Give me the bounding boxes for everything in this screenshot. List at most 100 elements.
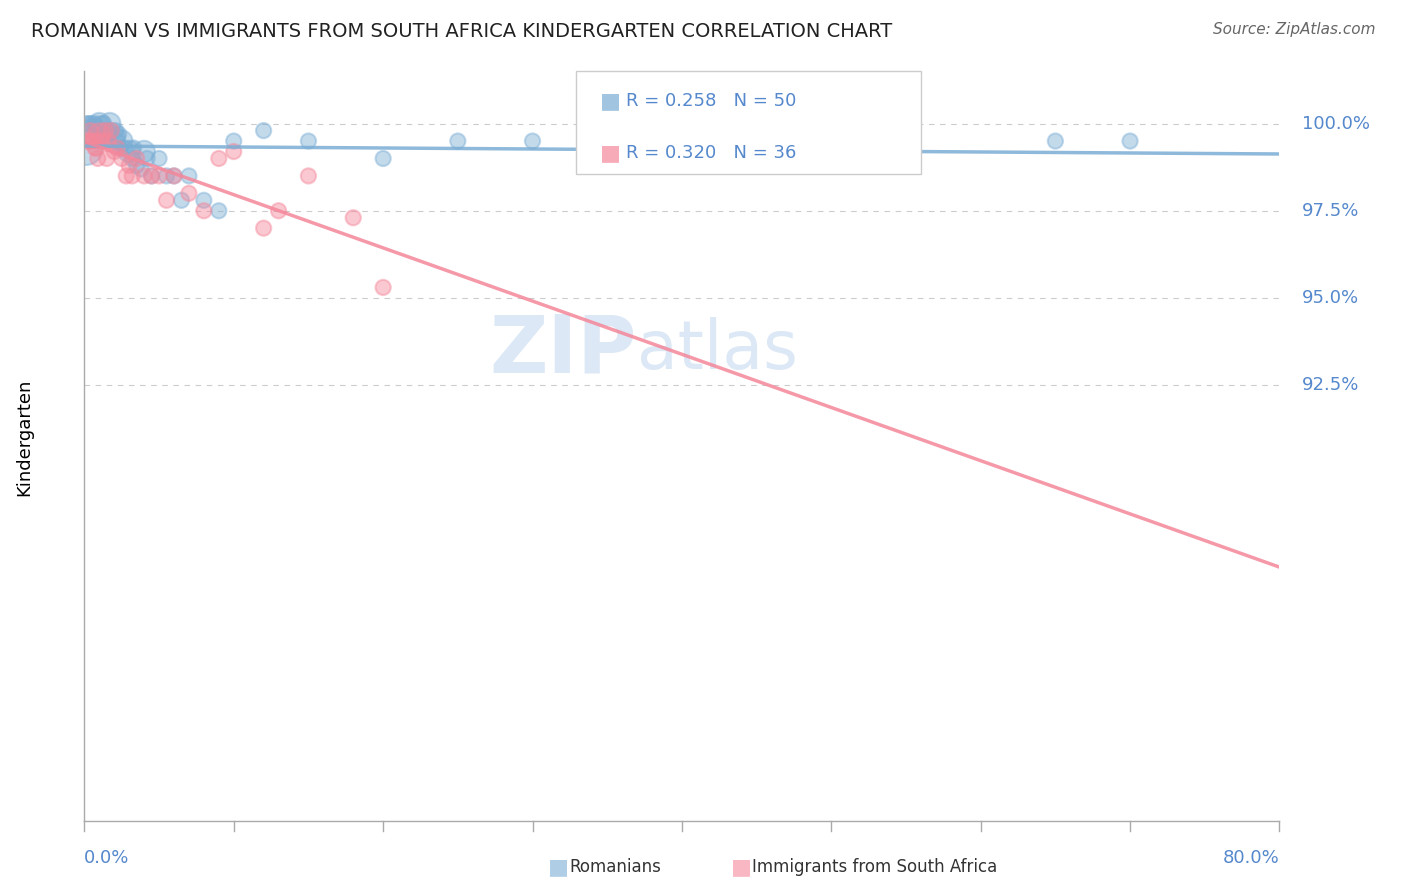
Point	[79, 120, 101, 135]
Point	[86, 141, 108, 155]
Point	[103, 145, 125, 159]
Text: ■: ■	[731, 857, 752, 877]
Text: Romanians: Romanians	[569, 858, 661, 876]
Point	[122, 141, 145, 155]
Point	[98, 117, 121, 131]
Point	[193, 203, 215, 218]
Point	[148, 169, 170, 183]
Point	[125, 158, 148, 172]
Text: 80.0%: 80.0%	[1223, 848, 1279, 866]
Point	[132, 169, 156, 183]
Point	[94, 123, 117, 137]
Point	[121, 152, 143, 166]
Point	[522, 134, 544, 148]
Point	[80, 117, 103, 131]
Point	[136, 152, 159, 166]
Point	[177, 186, 200, 201]
Point	[118, 158, 141, 172]
Point	[111, 152, 134, 166]
Text: ■: ■	[600, 91, 621, 111]
Point	[94, 134, 117, 148]
Point	[115, 169, 138, 183]
Point	[90, 117, 112, 131]
Point	[96, 152, 118, 166]
Text: R = 0.258   N = 50: R = 0.258 N = 50	[626, 92, 796, 110]
Point	[91, 123, 114, 137]
Point	[820, 152, 842, 166]
Point	[87, 152, 110, 166]
Point	[155, 194, 177, 208]
Point	[373, 152, 395, 166]
Point	[105, 134, 128, 148]
Point	[83, 141, 105, 155]
Point	[141, 169, 163, 183]
Point	[75, 141, 97, 155]
Text: 92.5%: 92.5%	[1302, 376, 1360, 394]
Point	[76, 134, 98, 148]
Text: R = 0.320   N = 36: R = 0.320 N = 36	[626, 145, 796, 162]
Point	[97, 134, 120, 148]
Point	[267, 203, 290, 218]
Text: atlas: atlas	[637, 318, 799, 384]
Point	[76, 117, 98, 131]
Point	[253, 221, 276, 235]
Text: 95.0%: 95.0%	[1302, 289, 1360, 307]
Point	[77, 134, 100, 148]
Point	[163, 169, 186, 183]
Point	[253, 123, 276, 137]
Point	[342, 211, 364, 225]
Point	[77, 117, 100, 131]
Point	[125, 152, 148, 166]
Point	[80, 134, 103, 148]
Text: Kindergarten: Kindergarten	[15, 378, 34, 496]
Point	[193, 194, 215, 208]
Text: 100.0%: 100.0%	[1302, 115, 1369, 133]
Point	[132, 145, 156, 159]
Point	[177, 169, 200, 183]
Point	[170, 194, 193, 208]
Point	[96, 123, 118, 137]
Point	[208, 152, 231, 166]
Point	[100, 123, 122, 137]
Text: ZIP: ZIP	[489, 311, 637, 389]
Point	[141, 169, 163, 183]
Point	[83, 117, 105, 131]
Text: ■: ■	[548, 857, 569, 877]
Text: Immigrants from South Africa: Immigrants from South Africa	[752, 858, 997, 876]
Point	[79, 123, 101, 137]
Text: 97.5%: 97.5%	[1302, 202, 1360, 219]
Text: 0.0%: 0.0%	[84, 848, 129, 866]
Point	[121, 169, 143, 183]
Point	[447, 134, 470, 148]
Point	[82, 134, 104, 148]
Text: ■: ■	[600, 144, 621, 163]
Point	[894, 134, 917, 148]
Point	[104, 123, 127, 137]
Point	[208, 203, 231, 218]
Point	[163, 169, 186, 183]
Point	[103, 130, 125, 145]
Point	[155, 169, 177, 183]
Point	[100, 123, 122, 137]
Text: Source: ZipAtlas.com: Source: ZipAtlas.com	[1212, 22, 1375, 37]
Point	[91, 134, 114, 148]
Point	[87, 134, 110, 148]
Point	[110, 141, 132, 155]
Point	[90, 134, 112, 148]
Point	[148, 152, 170, 166]
Point	[373, 280, 395, 294]
Point	[222, 145, 245, 159]
Point	[1045, 134, 1067, 148]
Point	[114, 141, 136, 155]
Point	[105, 141, 128, 155]
Point	[1119, 134, 1142, 148]
Point	[671, 152, 693, 166]
Text: ROMANIAN VS IMMIGRANTS FROM SOUTH AFRICA KINDERGARTEN CORRELATION CHART: ROMANIAN VS IMMIGRANTS FROM SOUTH AFRICA…	[31, 22, 893, 41]
Point	[222, 134, 245, 148]
Point	[297, 134, 319, 148]
Point	[118, 145, 141, 159]
Point	[89, 117, 111, 131]
Point	[93, 117, 115, 131]
Point	[107, 127, 129, 141]
Point	[111, 134, 134, 148]
